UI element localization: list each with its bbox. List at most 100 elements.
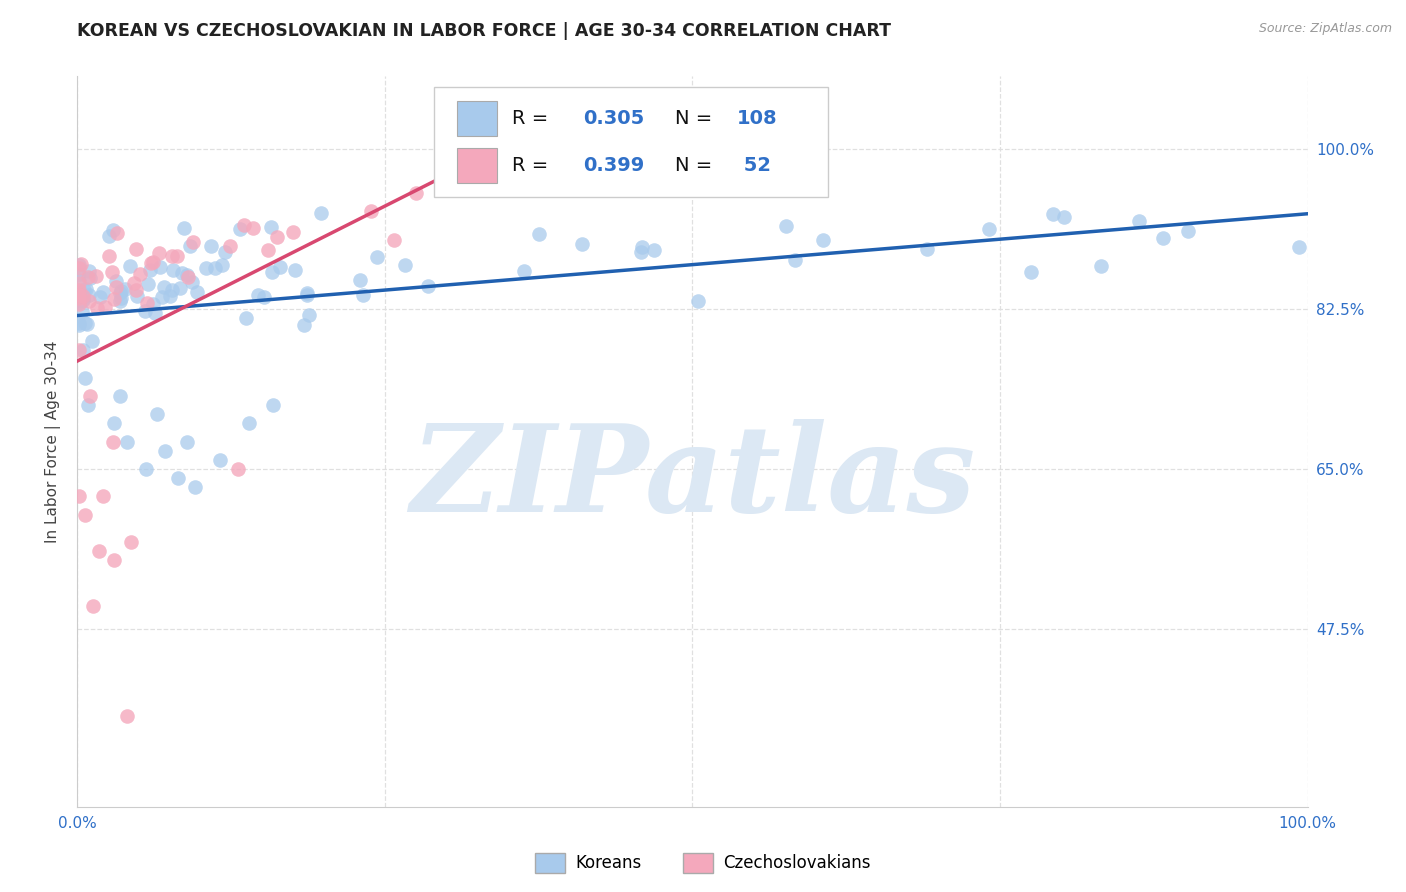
- Point: [114, 282, 136, 296]
- Point: [128, 267, 150, 281]
- Point: [170, 266, 193, 280]
- Point: [110, 291, 132, 305]
- Point: [166, 249, 188, 263]
- Point: [195, 261, 218, 276]
- Point: [405, 186, 427, 200]
- Point: [1042, 207, 1064, 221]
- Point: [186, 285, 208, 300]
- Point: [103, 417, 125, 431]
- Point: [77, 288, 100, 302]
- Text: ZIPatlas: ZIPatlas: [409, 419, 976, 537]
- Point: [89, 290, 111, 304]
- Point: [1152, 231, 1174, 245]
- Point: [513, 264, 536, 278]
- Point: [67, 259, 90, 273]
- Point: [266, 229, 288, 244]
- Point: [257, 244, 280, 258]
- Point: [269, 260, 291, 274]
- Point: [79, 389, 101, 403]
- Point: [295, 285, 318, 300]
- Point: [110, 389, 132, 403]
- Point: [67, 267, 90, 281]
- Point: [260, 219, 283, 234]
- Point: [228, 222, 250, 236]
- Point: [252, 289, 274, 303]
- Point: [103, 553, 125, 567]
- Point: [571, 236, 593, 251]
- Point: [180, 275, 202, 289]
- Point: [86, 301, 108, 315]
- Point: [82, 599, 104, 614]
- Point: [979, 222, 1001, 236]
- FancyBboxPatch shape: [457, 148, 496, 183]
- Point: [1053, 210, 1076, 224]
- Point: [479, 161, 502, 175]
- Text: 0.399: 0.399: [583, 156, 644, 175]
- Point: [233, 218, 256, 232]
- Point: [160, 249, 183, 263]
- Point: [176, 434, 198, 449]
- Text: N =: N =: [675, 109, 718, 128]
- Point: [122, 277, 145, 291]
- Point: [247, 287, 270, 301]
- Point: [209, 453, 232, 467]
- Point: [283, 225, 305, 239]
- Point: [349, 272, 371, 286]
- Point: [70, 257, 93, 271]
- Point: [162, 283, 184, 297]
- Point: [67, 273, 90, 287]
- Point: [155, 443, 177, 458]
- Point: [73, 283, 96, 297]
- Point: [69, 295, 91, 310]
- Point: [79, 293, 101, 308]
- Point: [67, 283, 90, 297]
- Point: [1128, 214, 1150, 228]
- Point: [139, 256, 162, 270]
- Point: [915, 242, 938, 256]
- Y-axis label: In Labor Force | Age 30-34: In Labor Force | Age 30-34: [45, 340, 62, 543]
- Point: [97, 228, 120, 243]
- Point: [72, 292, 94, 306]
- Point: [298, 308, 321, 322]
- Point: [146, 407, 169, 421]
- Point: [76, 318, 98, 332]
- Point: [783, 252, 806, 267]
- Point: [120, 259, 142, 273]
- Point: [72, 293, 94, 308]
- Point: [169, 281, 191, 295]
- Point: [153, 279, 176, 293]
- Point: [177, 270, 200, 285]
- Point: [179, 239, 201, 253]
- Point: [813, 233, 835, 247]
- Point: [149, 260, 172, 275]
- Point: [125, 242, 148, 256]
- Point: [142, 254, 165, 268]
- Point: [135, 462, 157, 476]
- Point: [80, 334, 103, 348]
- Point: [72, 289, 94, 303]
- Point: [162, 263, 184, 277]
- Point: [120, 535, 142, 549]
- Point: [643, 243, 665, 257]
- Text: 0.305: 0.305: [583, 109, 644, 128]
- Point: [1019, 265, 1042, 279]
- Point: [91, 285, 114, 300]
- Point: [67, 276, 90, 290]
- Point: [1177, 224, 1199, 238]
- Point: [630, 240, 652, 254]
- Point: [242, 221, 264, 235]
- Point: [73, 370, 96, 384]
- Point: [100, 265, 122, 279]
- Point: [418, 279, 440, 293]
- Point: [75, 282, 97, 296]
- Point: [159, 289, 181, 303]
- Point: [104, 280, 127, 294]
- Legend: Koreans, Czechoslovakians: Koreans, Czechoslovakians: [529, 847, 877, 880]
- Point: [73, 508, 96, 522]
- Point: [101, 434, 124, 449]
- Point: [67, 316, 90, 330]
- Point: [145, 306, 167, 320]
- Point: [105, 274, 128, 288]
- Point: [77, 269, 100, 284]
- Point: [108, 286, 131, 301]
